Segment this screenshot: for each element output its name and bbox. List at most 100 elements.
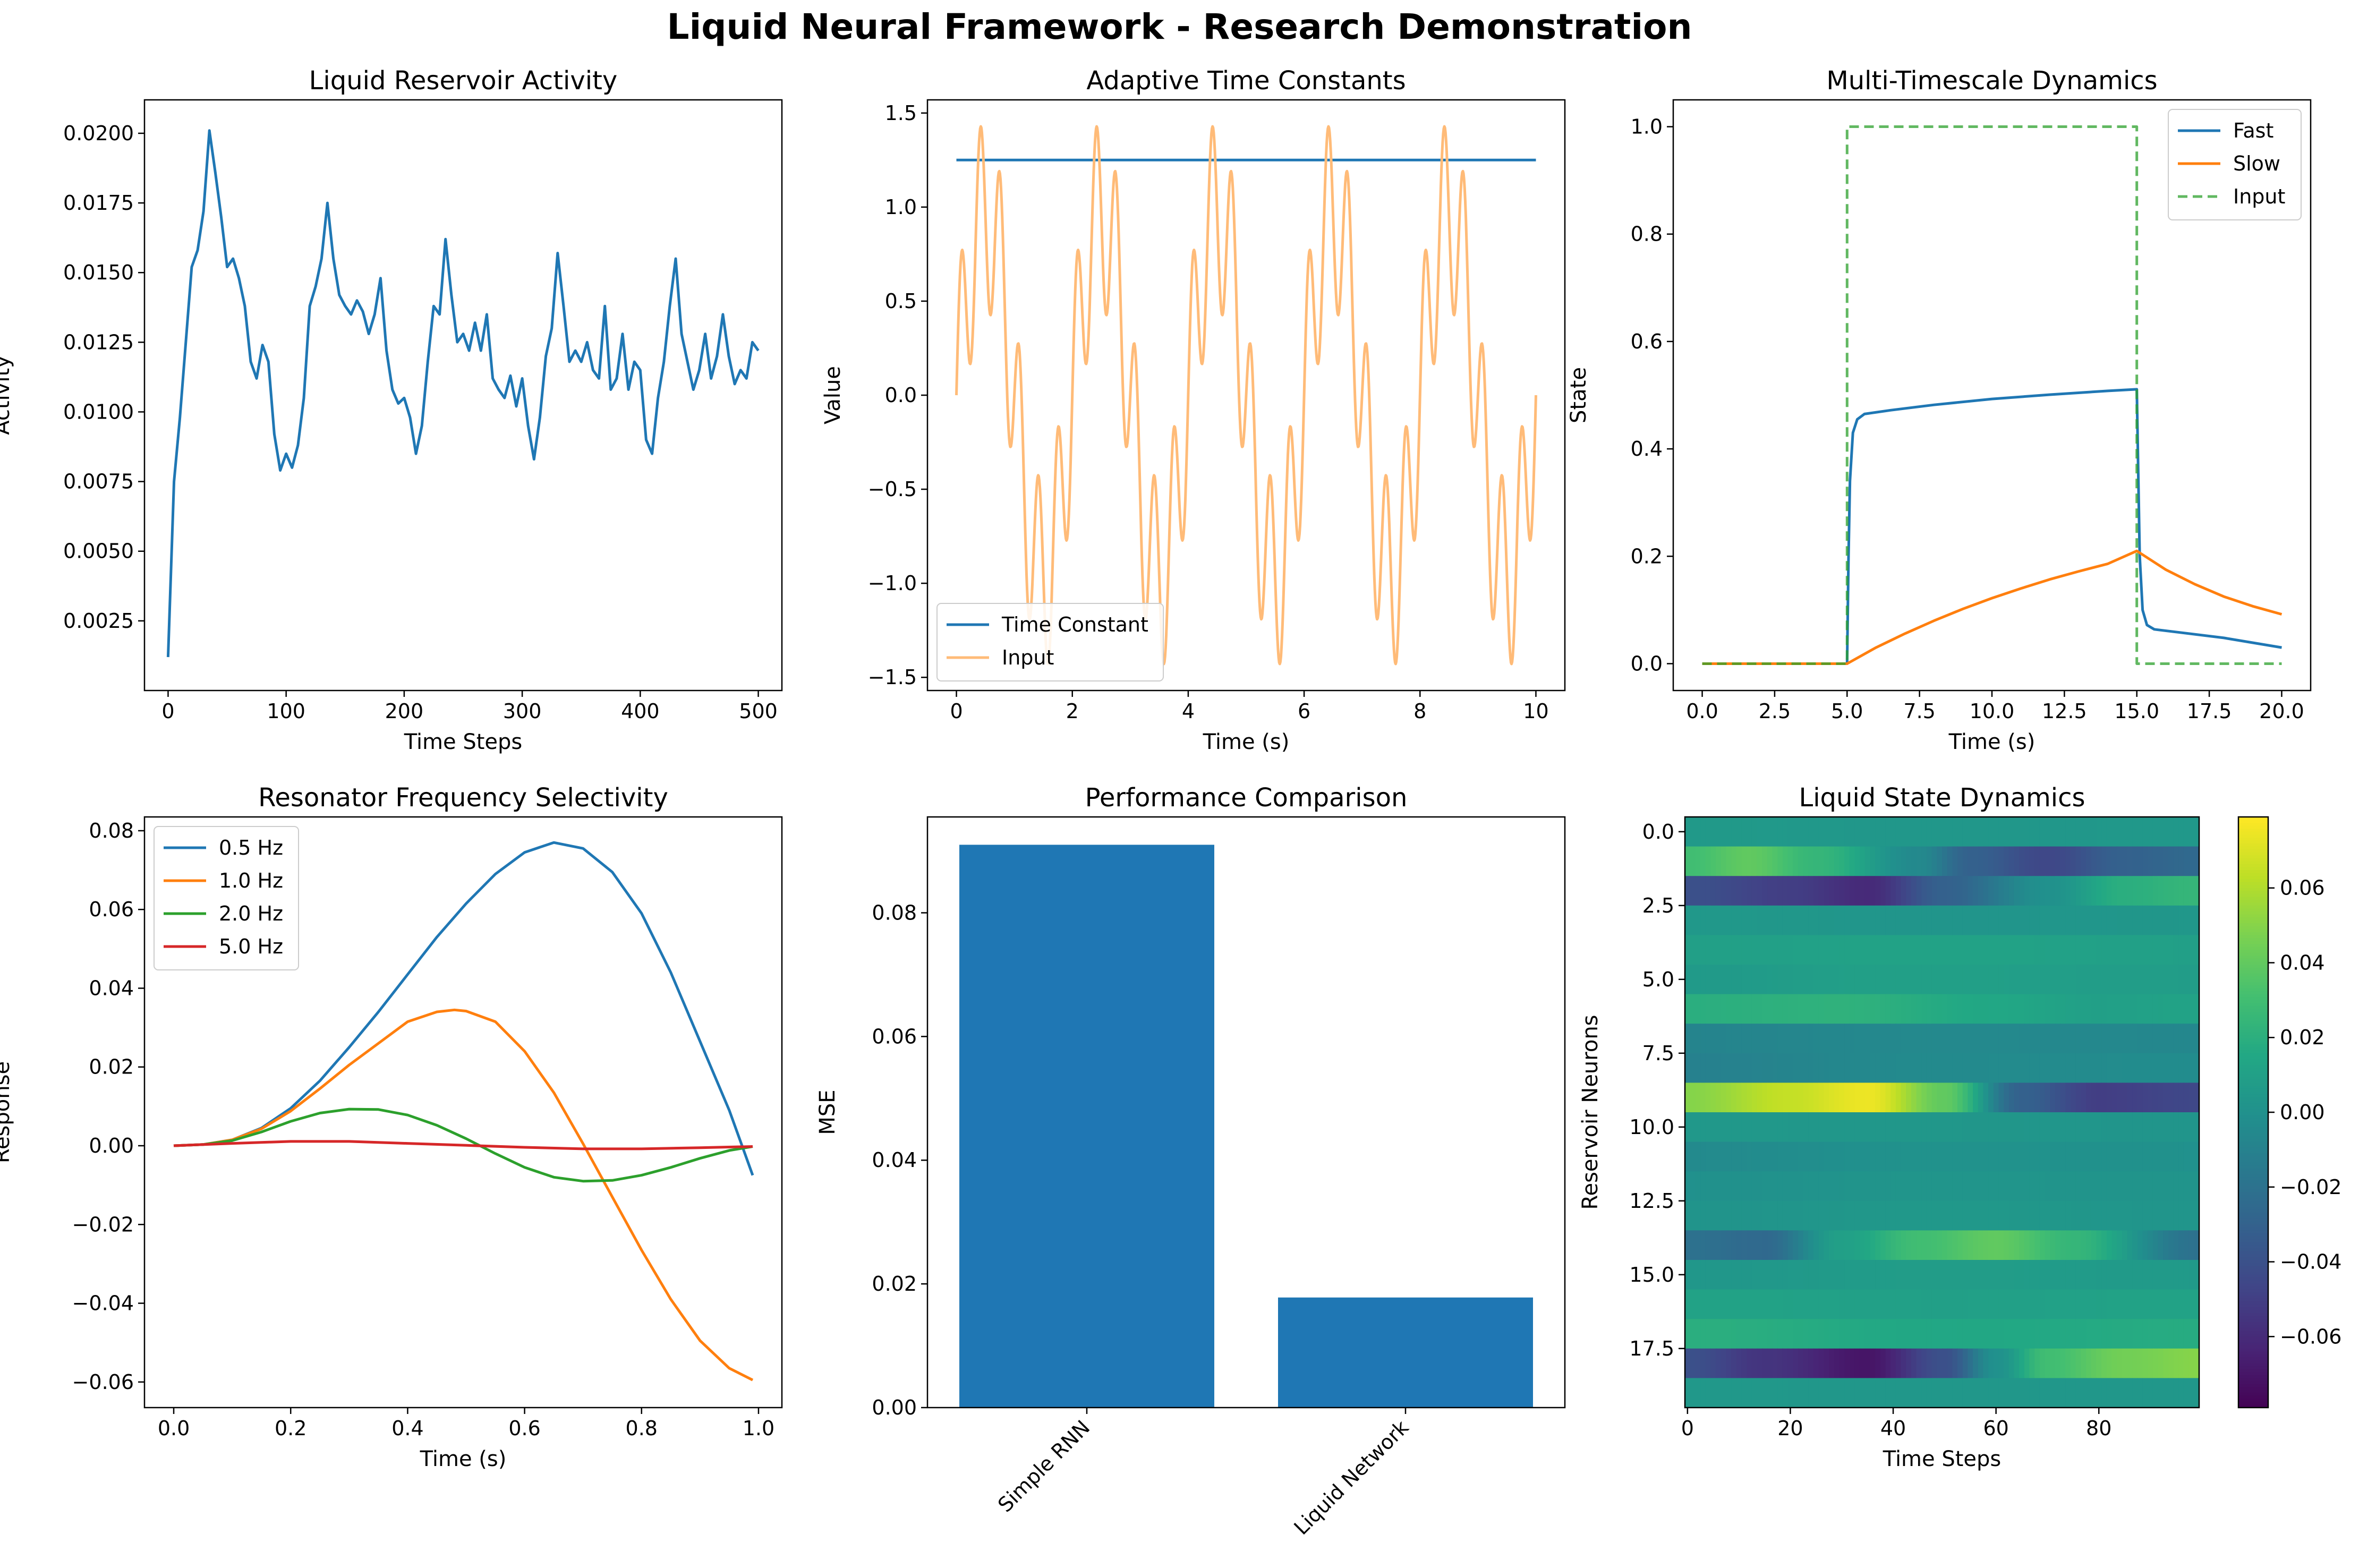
heatmap-cell [1921, 1378, 1927, 1408]
heatmap-cell [1901, 1200, 1906, 1231]
heatmap-cell [1757, 1289, 1762, 1319]
colorbar-segment [2238, 1304, 2268, 1308]
heatmap-cell [1716, 876, 1722, 906]
heatmap-cell [2096, 1348, 2102, 1378]
colorbar-segment [2238, 1283, 2268, 1287]
heatmap-cell [1731, 1141, 1737, 1172]
heatmap-cell [2168, 1141, 2174, 1172]
y-tick-label: 0.5 [885, 289, 917, 313]
heatmap-cell [1767, 1083, 1773, 1113]
colorbar-segment [2238, 1301, 2268, 1305]
heatmap-cell [1813, 965, 1819, 995]
heatmap-cell [2071, 1171, 2076, 1201]
heatmap-cell [1947, 965, 1953, 995]
heatmap-cell [1870, 1024, 1876, 1054]
heatmap-cell [1895, 994, 1902, 1024]
heatmap-cell [2071, 846, 2076, 876]
heatmap-cell [1726, 1024, 1732, 1054]
heatmap-cell [2178, 1230, 2184, 1260]
heatmap-cell [1829, 1112, 1835, 1143]
x-tick-label: 0 [1681, 1417, 1694, 1440]
heatmap-cell [1952, 1348, 1958, 1378]
heatmap-cell [2178, 1348, 2184, 1378]
heatmap-cell [2163, 1260, 2169, 1290]
heatmap-cell [1803, 1200, 1809, 1231]
heatmap-cell [1983, 846, 1989, 876]
heatmap-cell [1906, 1053, 1912, 1083]
heatmap-cell [1829, 1260, 1835, 1290]
heatmap-cell [1690, 817, 1696, 847]
heatmap-cell [1911, 1112, 1917, 1143]
colorbar-segment [2238, 831, 2268, 836]
heatmap-cell [1741, 1083, 1747, 1113]
heatmap-cell [2004, 1171, 2009, 1201]
colorbar-segment [2238, 858, 2268, 862]
heatmap-cell [2029, 1230, 2035, 1260]
heatmap-cell [1880, 1289, 1886, 1319]
heatmap-cell [2117, 1319, 2123, 1349]
heatmap-cell [2117, 1083, 2123, 1113]
heatmap-cell [1782, 1348, 1789, 1378]
colorbar-segment [2238, 1266, 2268, 1269]
heatmap-cell [1978, 1348, 1984, 1378]
heatmap-cell [1721, 876, 1727, 906]
heatmap-cell [1911, 1378, 1917, 1408]
heatmap-cell [1767, 1260, 1773, 1290]
heatmap-cell [2055, 817, 2061, 847]
heatmap-cell [1880, 935, 1886, 965]
heatmap-cell [2075, 1053, 2081, 1083]
heatmap-cell [2106, 876, 2113, 906]
heatmap-cell [2014, 1171, 2020, 1201]
heatmap-cell [2065, 1171, 2071, 1201]
colorbar-segment [2238, 1162, 2268, 1166]
heatmap-cell [1988, 905, 1994, 935]
heatmap-cell [1731, 1171, 1737, 1201]
heatmap-cell [1757, 965, 1762, 995]
heatmap-cell [2039, 1024, 2046, 1054]
heatmap-cell [2096, 1024, 2102, 1054]
heatmap-cell [1700, 965, 1706, 995]
colorbar-segment [2238, 979, 2268, 983]
heatmap-cell [1885, 935, 1891, 965]
heatmap-cell [1921, 817, 1927, 847]
heatmap-cell [1710, 994, 1716, 1024]
heatmap-cell [1988, 1260, 1994, 1290]
heatmap-cell [1937, 935, 1943, 965]
heatmap-cell [2163, 1378, 2169, 1408]
heatmap-cell [1973, 1141, 1979, 1172]
heatmap-cell [1916, 1378, 1922, 1408]
heatmap-cell [1983, 1289, 1989, 1319]
heatmap-cell [2071, 1230, 2076, 1260]
heatmap-cell [2188, 817, 2194, 847]
colorbar-segment [2238, 1038, 2268, 1042]
colorbar-segment [2238, 1277, 2268, 1281]
heatmap-cell [2086, 1319, 2092, 1349]
colorbar-segment [2238, 1103, 2268, 1107]
legend-box [2168, 109, 2302, 220]
heatmap-cell [1808, 1319, 1814, 1349]
heatmap-cell [1690, 965, 1696, 995]
colorbar-segment [2238, 852, 2268, 856]
heatmap-cell [2014, 846, 2020, 876]
heatmap-cell [1793, 1378, 1799, 1408]
heatmap-cell [1937, 1112, 1943, 1143]
heatmap-cell [1716, 935, 1722, 965]
heatmap-cell [2075, 1200, 2081, 1231]
bar-2 [1278, 1297, 1533, 1408]
heatmap-cell [1803, 994, 1809, 1024]
heatmap-cell [1870, 1200, 1876, 1231]
heatmap-cell [1829, 1171, 1835, 1201]
heatmap-cell [2091, 876, 2097, 906]
heatmap-cell [2050, 1319, 2056, 1349]
colorbar-segment [2238, 1327, 2268, 1332]
heatmap-cell [2081, 1260, 2087, 1290]
heatmap-cell [2086, 1348, 2092, 1378]
heatmap-cell [2024, 994, 2030, 1024]
colorbar-segment [2238, 891, 2268, 894]
y-tick-label: 0.0100 [63, 400, 134, 423]
y-tick-label: 0.0200 [63, 122, 134, 145]
heatmap-cell [1721, 1141, 1727, 1172]
heatmap-cell [1973, 1024, 1979, 1054]
heatmap-cell [1906, 965, 1912, 995]
